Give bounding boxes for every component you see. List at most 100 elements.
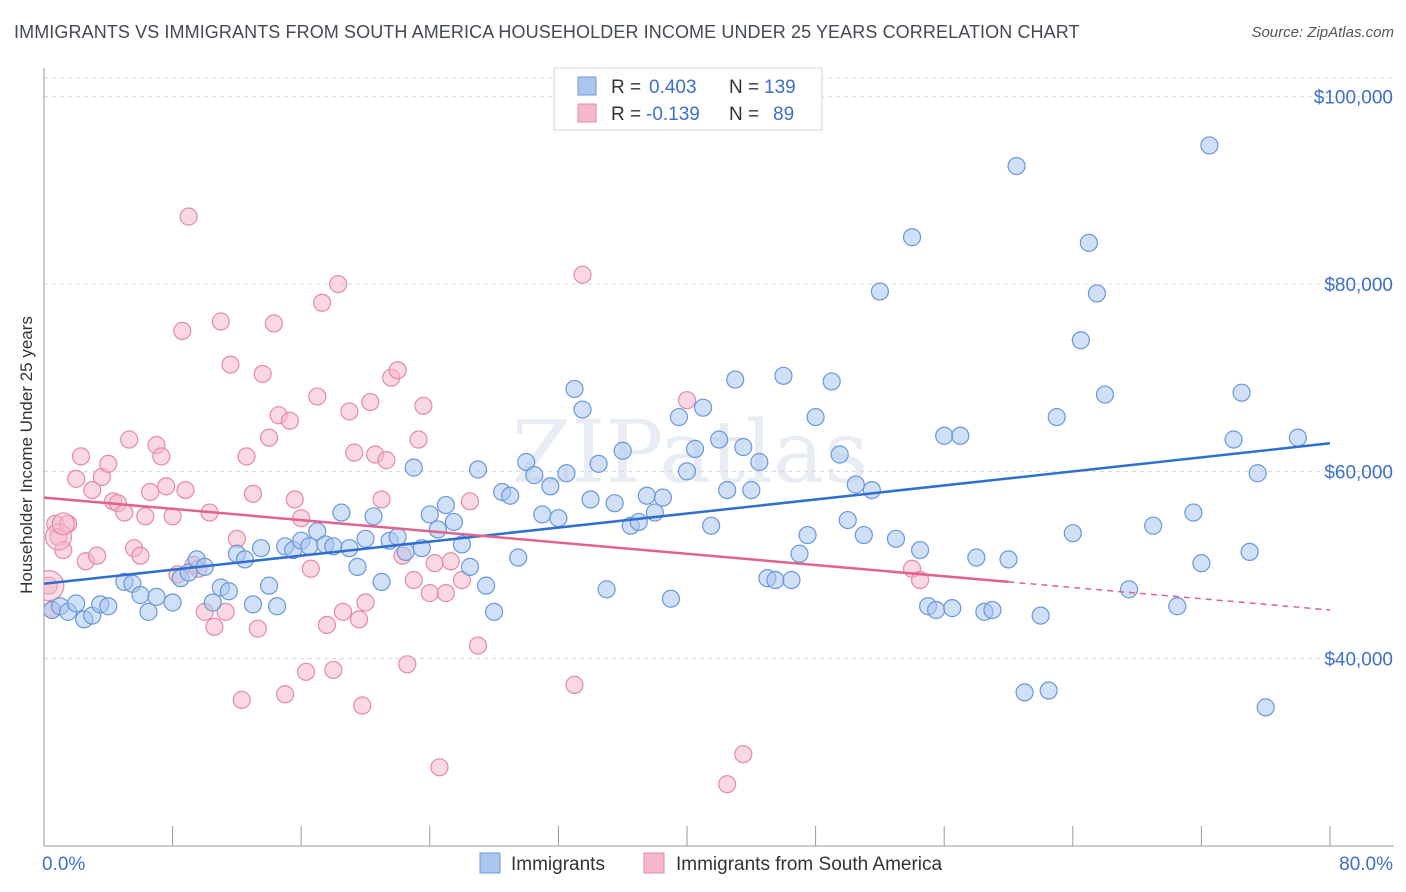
data-point-immigrants: [854, 525, 873, 545]
data-point-south-america: [176, 480, 195, 500]
data-point-south-america: [468, 636, 488, 655]
data-point-south-america: [441, 552, 460, 571]
data-point-south-america: [460, 492, 480, 511]
chart-title: IMMIGRANTS VS IMMIGRANTS FROM SOUTH AMER…: [14, 22, 1080, 42]
series-legend: Immigrants Immigrants from South America: [479, 852, 943, 875]
y-tick-label: $60,000: [1324, 462, 1393, 483]
data-point-south-america: [565, 675, 584, 695]
data-point-south-america: [718, 775, 737, 794]
data-point-south-america: [237, 447, 256, 466]
legend-pink-swatch: [577, 103, 597, 123]
data-point-immigrants: [1031, 606, 1050, 625]
data-point-immigrants: [203, 593, 222, 612]
data-point-immigrants: [1144, 516, 1163, 535]
legend-immigrants-label: Immigrants: [511, 854, 605, 875]
data-point-south-america: [452, 570, 472, 590]
data-point-immigrants: [790, 544, 809, 563]
data-point-immigrants: [750, 452, 769, 472]
data-point-immigrants: [163, 593, 182, 612]
data-point-south-america: [115, 503, 134, 522]
data-point-immigrants: [348, 557, 367, 576]
data-point-south-america: [340, 402, 359, 421]
data-point-south-america: [51, 512, 75, 536]
data-point-immigrants: [1015, 683, 1034, 702]
data-point-immigrants: [533, 505, 552, 524]
data-point-immigrants: [1095, 385, 1115, 404]
data-point-immigrants: [999, 550, 1018, 569]
data-point-immigrants: [300, 537, 319, 556]
data-point-south-america: [425, 554, 444, 573]
data-point-south-america: [44, 570, 65, 602]
source-label: Source: ZipAtlas.com: [1251, 24, 1394, 41]
legend-r-label-1: R =: [611, 77, 641, 98]
data-point-immigrants: [428, 520, 447, 539]
data-point-immigrants: [1079, 233, 1098, 252]
x-tick-label-max: 80.0%: [1339, 854, 1393, 875]
data-point-immigrants: [677, 462, 697, 481]
data-point-immigrants: [1184, 503, 1203, 522]
data-point-south-america: [44, 523, 73, 551]
data-point-south-america: [216, 602, 235, 621]
legend-n-label-1: N =: [729, 77, 759, 98]
data-point-immigrants: [774, 366, 793, 385]
data-point-immigrants: [629, 512, 648, 532]
data-point-south-america: [353, 696, 372, 715]
data-point-immigrants: [388, 527, 407, 547]
data-point-immigrants: [1192, 554, 1211, 573]
data-point-immigrants: [219, 582, 238, 601]
trend-line-south-america: [43, 496, 1009, 584]
data-point-immigrants: [1087, 284, 1107, 303]
data-point-immigrants: [1240, 542, 1259, 562]
data-point-immigrants: [1256, 698, 1275, 717]
data-point-south-america: [349, 610, 369, 629]
data-point-immigrants: [1119, 580, 1139, 599]
data-point-immigrants: [983, 600, 1002, 620]
data-point-immigrants: [460, 557, 480, 576]
data-point-immigrants: [147, 587, 166, 606]
data-point-immigrants: [830, 445, 849, 464]
data-point-immigrants: [742, 480, 761, 500]
data-point-south-america: [372, 490, 391, 509]
data-point-immigrants: [565, 379, 584, 399]
data-point-immigrants: [1200, 136, 1219, 155]
data-point-south-america: [243, 484, 263, 503]
data-point-south-america: [44, 576, 58, 595]
legend-south-america-swatch: [643, 852, 665, 874]
data-point-south-america: [136, 507, 155, 526]
legend-blue-swatch: [577, 76, 597, 96]
data-point-south-america: [99, 454, 118, 473]
x-tick-label-min: 0.0%: [42, 854, 85, 875]
data-point-south-america: [152, 447, 171, 466]
data-point-immigrants: [718, 480, 737, 500]
data-point-south-america: [264, 314, 283, 333]
data-point-immigrants: [951, 426, 970, 445]
data-point-immigrants: [589, 454, 608, 473]
data-point-immigrants: [710, 430, 729, 449]
y-tick-label: $40,000: [1324, 650, 1393, 671]
data-point-immigrants: [822, 372, 841, 391]
trend-line-south-america-extension: [1008, 581, 1331, 611]
data-point-south-america: [312, 293, 332, 312]
series-immigrants: [44, 136, 1307, 717]
data-point-south-america: [83, 480, 102, 500]
data-point-immigrants: [468, 460, 488, 479]
data-point-immigrants: [685, 439, 705, 458]
data-point-immigrants: [235, 550, 255, 569]
data-point-immigrants: [862, 480, 881, 500]
legend-r-value-2: -0.139: [646, 104, 700, 125]
data-point-immigrants: [927, 600, 946, 620]
data-point-immigrants: [525, 466, 544, 485]
legend-immigrants-swatch: [479, 852, 501, 874]
data-point-immigrants: [702, 516, 721, 535]
data-point-immigrants: [910, 540, 930, 560]
y-tick-label: $100,000: [1314, 88, 1393, 109]
data-point-immigrants: [1063, 524, 1082, 543]
data-point-immigrants: [340, 539, 359, 558]
data-point-south-america: [409, 430, 428, 449]
data-point-immigrants: [308, 522, 327, 541]
data-point-south-america: [232, 690, 251, 709]
legend-n-value-2: 89: [773, 104, 794, 125]
data-point-immigrants: [356, 529, 375, 548]
data-point-south-america: [280, 411, 300, 430]
legend-south-america-label: Immigrants from South America: [676, 854, 943, 875]
